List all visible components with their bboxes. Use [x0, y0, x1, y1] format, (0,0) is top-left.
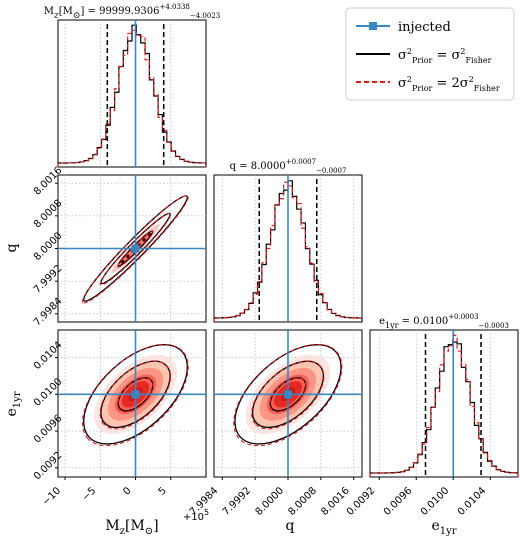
contour-prior2-Mz_e-2 — [99, 360, 172, 430]
xtick-label-e: 0.0092 — [345, 485, 378, 518]
legend-label-1: σ2Prior = σ2Fisher — [398, 47, 492, 65]
density-point-Mz_q-4 — [126, 254, 130, 259]
contour-prior2-Mz_q-2 — [99, 212, 172, 286]
density-point-Mz_q-1 — [142, 237, 146, 242]
injected-marker-Mz_q — [131, 244, 140, 253]
panel-Mz-Mz-frame — [57, 19, 207, 168]
ylabel-e: e1yr — [4, 391, 23, 416]
offset-text-Mz: +105 — [183, 508, 209, 523]
contour-prior2-Mz_q-1 — [117, 230, 154, 268]
hist-prior2-Mz — [57, 29, 207, 167]
xtick-label-q: 8.0000 — [254, 485, 287, 518]
legend-marker-injected — [369, 22, 377, 30]
xlabel-q: q — [286, 518, 295, 534]
xtick-label-q: 8.0008 — [286, 485, 319, 518]
xtick-label-e: 0.0096 — [382, 485, 415, 518]
legend-label-2: σ2Prior = 2σ2Fisher — [398, 75, 500, 93]
contour-prior2-q_e-1 — [269, 377, 307, 413]
hist-prior2-q — [213, 181, 363, 322]
xtick-label-Mz: −5 — [80, 485, 98, 503]
legend-label-0: injected — [398, 20, 451, 35]
title-e: e1yr = 0.0100+0.0003−0.0003 — [379, 313, 509, 330]
title-Mz: Mz[M⊙] = 99999.9306+4.0338−4.0023 — [44, 3, 220, 21]
xtick-label-Mz: 0 — [121, 485, 133, 497]
contour-prior2-q_e-2 — [251, 360, 325, 430]
legend — [345, 7, 515, 101]
title-q: q = 8.0000+0.0007−0.0007 — [230, 158, 347, 175]
xlabel-Mz: Mz[M⊙] — [105, 518, 158, 537]
contour-fisher-q_e-3 — [234, 344, 342, 445]
contour-prior2-Mz_e-3 — [81, 343, 189, 447]
xtick-label-Mz: 5 — [157, 485, 169, 497]
legend-box — [345, 7, 515, 101]
xtick-label-q: 7.9992 — [221, 485, 254, 518]
xtick-label-e: 0.0100 — [419, 485, 452, 518]
ylabel-q: q — [4, 243, 20, 252]
contour-prior2-Mz_e-1 — [117, 377, 154, 413]
injected-marker-q_e — [284, 390, 292, 399]
xtick-label-e: 0.0104 — [456, 485, 489, 518]
hist-prior2-e — [369, 334, 519, 477]
xlabel-e: e1yr — [431, 518, 456, 537]
contour-prior2-q_e-3 — [233, 343, 343, 447]
xtick-label-Mz: −10 — [40, 485, 63, 508]
injected-marker-Mz_e — [131, 390, 140, 399]
